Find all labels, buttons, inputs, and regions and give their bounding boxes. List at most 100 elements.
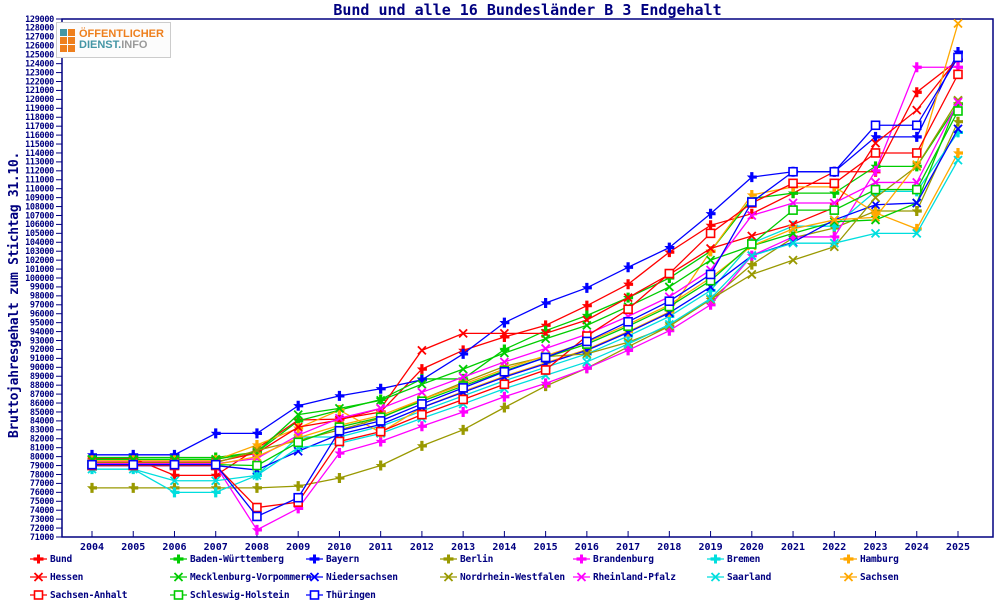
svg-text:120000: 120000 (25, 95, 54, 105)
svg-text:95000: 95000 (30, 318, 54, 328)
svg-text:98000: 98000 (30, 292, 54, 302)
svg-text:2014: 2014 (492, 542, 516, 553)
svg-text:121000: 121000 (25, 86, 54, 96)
svg-text:90000: 90000 (30, 363, 54, 373)
svg-text:74000: 74000 (30, 506, 54, 516)
svg-text:99000: 99000 (30, 283, 54, 293)
logo-icon (60, 28, 75, 52)
logo-text: ÖFFENTLICHER DIENST.INFO (79, 29, 164, 51)
svg-text:2021: 2021 (781, 542, 805, 553)
site-logo[interactable]: ÖFFENTLICHER DIENST.INFO (56, 22, 171, 58)
series-bund (87, 55, 963, 481)
svg-text:128000: 128000 (25, 24, 54, 34)
svg-text:107000: 107000 (25, 211, 54, 221)
series-hamburg (87, 147, 963, 466)
svg-text:122000: 122000 (25, 77, 54, 87)
svg-text:2015: 2015 (534, 542, 558, 553)
svg-text:77000: 77000 (30, 479, 54, 489)
svg-text:2010: 2010 (327, 542, 351, 553)
svg-text:97000: 97000 (30, 301, 54, 311)
svg-text:126000: 126000 (25, 42, 54, 52)
svg-text:2022: 2022 (822, 542, 846, 553)
svg-text:2017: 2017 (616, 542, 640, 553)
svg-text:112000: 112000 (25, 167, 54, 177)
svg-text:94000: 94000 (30, 327, 54, 337)
chart-title: Bund und alle 16 Bundesländer B 3 Endgeh… (333, 1, 722, 19)
series-th-ringen (87, 52, 963, 522)
svg-text:2024: 2024 (905, 542, 929, 553)
svg-text:129000: 129000 (25, 15, 54, 25)
svg-text:83000: 83000 (30, 426, 54, 436)
svg-text:119000: 119000 (25, 104, 54, 114)
svg-text:111000: 111000 (25, 176, 54, 186)
svg-text:92000: 92000 (30, 345, 54, 355)
svg-text:106000: 106000 (25, 220, 54, 230)
svg-text:103000: 103000 (25, 247, 54, 257)
series-niedersachsen (87, 124, 963, 475)
svg-text:91000: 91000 (30, 354, 54, 364)
svg-text:93000: 93000 (30, 336, 54, 346)
svg-text:2008: 2008 (245, 542, 269, 553)
svg-text:2005: 2005 (121, 542, 145, 553)
svg-text:116000: 116000 (25, 131, 54, 141)
series-sachsen-anhalt (87, 69, 963, 513)
svg-text:2016: 2016 (575, 542, 599, 553)
svg-text:85000: 85000 (30, 408, 54, 418)
svg-text:84000: 84000 (30, 417, 54, 427)
svg-text:115000: 115000 (25, 140, 54, 150)
svg-text:73000: 73000 (30, 515, 54, 525)
svg-text:124000: 124000 (25, 59, 54, 69)
svg-text:2020: 2020 (740, 542, 764, 553)
svg-text:80000: 80000 (30, 452, 54, 462)
logo-square (68, 28, 75, 36)
svg-text:127000: 127000 (25, 33, 54, 43)
svg-text:96000: 96000 (30, 310, 54, 320)
svg-text:2011: 2011 (369, 542, 393, 553)
svg-text:110000: 110000 (25, 184, 54, 194)
svg-text:78000: 78000 (30, 470, 54, 480)
logo-line2-primary: DIENST. (79, 39, 122, 51)
svg-text:76000: 76000 (30, 488, 54, 498)
svg-text:117000: 117000 (25, 122, 54, 132)
svg-text:2006: 2006 (162, 542, 186, 553)
svg-text:71000: 71000 (30, 533, 54, 543)
svg-text:2019: 2019 (699, 542, 723, 553)
svg-text:2004: 2004 (80, 542, 104, 553)
logo-line1: ÖFFENTLICHER (79, 28, 164, 40)
svg-text:104000: 104000 (25, 238, 54, 248)
svg-text:118000: 118000 (25, 113, 54, 123)
svg-text:75000: 75000 (30, 497, 54, 507)
svg-text:2013: 2013 (451, 542, 475, 553)
svg-text:102000: 102000 (25, 256, 54, 266)
svg-text:105000: 105000 (25, 229, 54, 239)
svg-text:100000: 100000 (25, 274, 54, 284)
svg-text:2025: 2025 (946, 542, 970, 553)
svg-text:123000: 123000 (25, 68, 54, 78)
svg-text:2012: 2012 (410, 542, 434, 553)
svg-text:2009: 2009 (286, 542, 310, 553)
series-nordrhein-westfalen (87, 95, 963, 468)
series-schleswig-holstein (87, 106, 963, 471)
svg-text:79000: 79000 (30, 461, 54, 471)
svg-text:2007: 2007 (204, 542, 228, 553)
series-bayern (87, 47, 963, 460)
series-baden-w-rttemberg (87, 98, 963, 463)
logo-square (68, 36, 75, 44)
svg-text:125000: 125000 (25, 51, 54, 61)
svg-text:72000: 72000 (30, 524, 54, 534)
svg-text:88000: 88000 (30, 381, 54, 391)
logo-square (60, 36, 67, 44)
svg-text:81000: 81000 (30, 443, 54, 453)
svg-text:2018: 2018 (657, 542, 681, 553)
series-mecklenburg-vorpommern (87, 96, 963, 464)
svg-text:109000: 109000 (25, 193, 54, 203)
svg-text:101000: 101000 (25, 265, 54, 275)
series-rheinland-pfalz (87, 97, 963, 469)
series-hessen (87, 53, 963, 467)
logo-line2-suffix: INFO (121, 39, 148, 51)
svg-text:87000: 87000 (30, 390, 54, 400)
svg-text:114000: 114000 (25, 149, 54, 159)
logo-square (68, 44, 75, 52)
